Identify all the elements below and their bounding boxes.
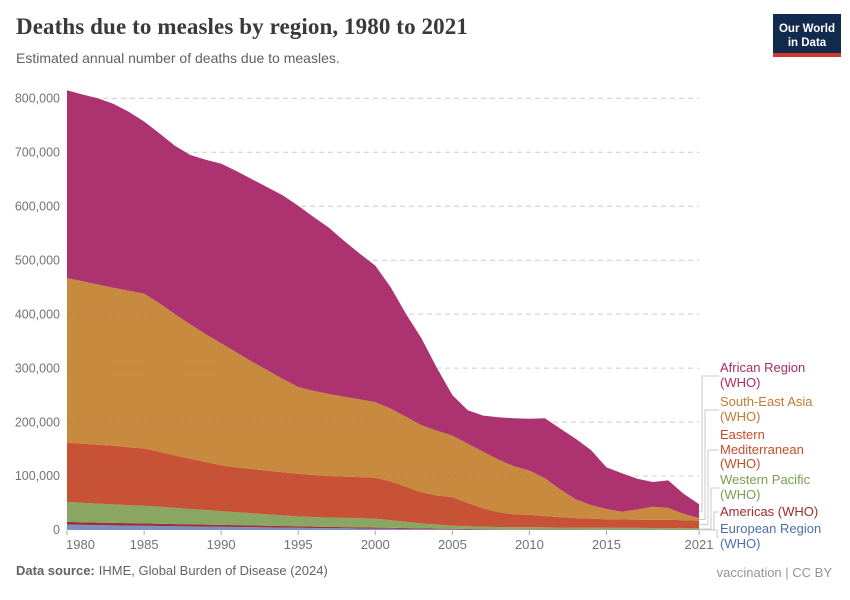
page-title: Deaths due to measles by region, 1980 to… [16, 14, 468, 39]
license-credit[interactable]: vaccination | CC BY [716, 565, 832, 580]
x-axis-label-1990: 1990 [207, 537, 236, 552]
y-axis-label-400000: 400,000 [15, 307, 60, 321]
area-eastern-mediterranean-who[interactable] [67, 442, 699, 529]
legend-item-south-east-asia-who[interactable]: South-East Asia (WHO) [720, 394, 813, 424]
x-axis-label-2010: 2010 [515, 537, 544, 552]
y-axis-label-700000: 700,000 [15, 146, 60, 160]
x-axis-label-1985: 1985 [130, 537, 159, 552]
area-european-region-who[interactable] [67, 524, 699, 530]
data-source-value: IHME, Global Burden of Disease (2024) [98, 563, 328, 578]
x-axis-label-1980: 1980 [66, 537, 95, 552]
x-axis-label-2015: 2015 [592, 537, 621, 552]
data-source-label: Data source: [16, 563, 95, 578]
owid-logo[interactable]: Our World in Data [773, 14, 841, 57]
legend-item-eastern-mediterranean-who[interactable]: Eastern Mediterranean (WHO) [720, 427, 804, 471]
legend-connector-americas-who [699, 511, 719, 531]
x-axis-label-1995: 1995 [284, 537, 313, 552]
legend-connector-european-region-who [699, 529, 719, 538]
legend-item-western-pacific-who[interactable]: Western Pacific (WHO) [720, 472, 811, 502]
y-axis-label-500000: 500,000 [15, 253, 60, 267]
legend-connector-eastern-mediterranean-who [699, 449, 719, 526]
chart-subtitle: Estimated annual number of deaths due to… [16, 50, 340, 66]
y-axis-label-600000: 600,000 [15, 199, 60, 213]
data-source: Data source: IHME, Global Burden of Disea… [16, 563, 328, 578]
legend-item-african-region-who[interactable]: African Region (WHO) [720, 360, 806, 390]
legend-connector-western-pacific-who [699, 487, 719, 530]
x-axis-label-2021: 2021 [685, 537, 714, 552]
owid-logo-accent-bar [773, 53, 841, 57]
owid-logo-text: Our World in Data [778, 22, 835, 49]
legend-connector-african-region-who [699, 375, 719, 512]
legend-item-americas-who[interactable]: Americas (WHO) [720, 504, 819, 519]
legend-connector-south-east-asia-who [699, 409, 719, 520]
area-african-region-who[interactable] [67, 90, 699, 519]
y-axis-label-100000: 100,000 [15, 469, 60, 483]
x-axis-label-2005: 2005 [438, 537, 467, 552]
legend-item-european-region-who[interactable]: European Region (WHO) [720, 521, 822, 551]
y-axis-label-800000: 800,000 [15, 92, 60, 106]
area-south-east-asia-who[interactable] [67, 278, 699, 521]
y-axis-label-300000: 300,000 [15, 361, 60, 375]
x-axis-label-2000: 2000 [361, 537, 390, 552]
y-axis-label-200000: 200,000 [15, 415, 60, 429]
area-western-pacific-who[interactable] [67, 501, 699, 530]
area-americas-who[interactable] [67, 521, 699, 530]
y-axis-label-0: 0 [53, 523, 60, 537]
